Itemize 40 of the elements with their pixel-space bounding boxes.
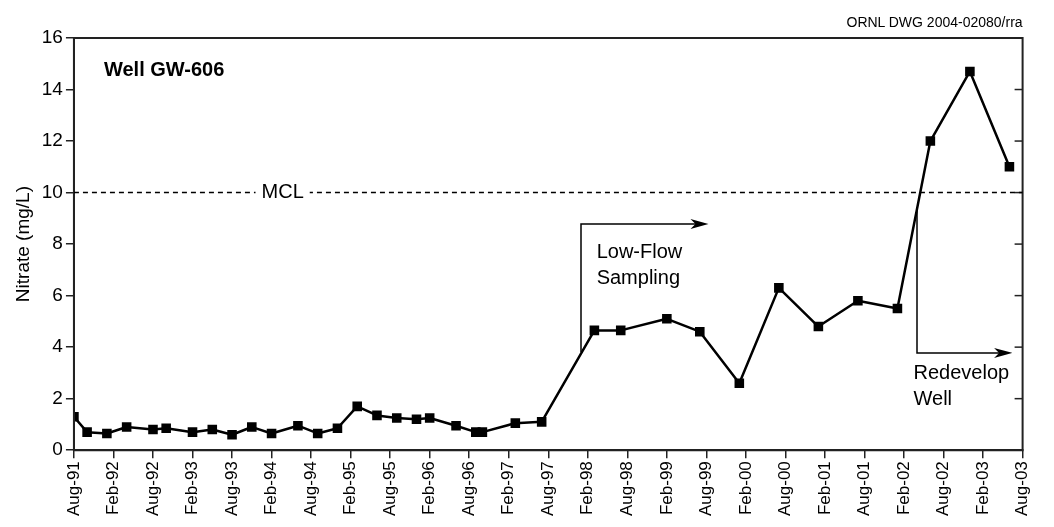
x-tick-label: Feb-98 <box>577 461 597 516</box>
ref-line-label: MCL <box>261 180 304 203</box>
y-tick-label: 6 <box>52 283 63 305</box>
x-tick-label: Aug-97 <box>537 461 557 517</box>
x-tick-label: Aug-03 <box>1012 461 1032 517</box>
x-tick-label: Feb-97 <box>498 461 518 516</box>
annotation: Redevelop Well <box>913 360 1010 412</box>
y-tick-label: 16 <box>41 26 63 48</box>
x-tick-label: Feb-94 <box>261 461 281 516</box>
x-tick-label: Aug-02 <box>933 461 953 517</box>
x-tick-label: Aug-94 <box>300 461 320 517</box>
x-tick-label: Aug-93 <box>221 461 241 517</box>
x-tick-label: Aug-95 <box>379 461 399 517</box>
y-tick-label: 14 <box>41 77 64 99</box>
x-tick-label: Feb-95 <box>340 461 360 516</box>
y-tick-label: 8 <box>52 232 63 254</box>
y-axis-title: Nitrate (mg/L) <box>11 186 33 303</box>
x-tick-label: Feb-02 <box>893 461 913 516</box>
x-tick-label: Aug-91 <box>63 461 83 517</box>
x-tick-label: Feb-03 <box>972 461 992 516</box>
y-tick-label: 0 <box>52 438 63 460</box>
x-tick-label: Feb-01 <box>814 461 834 516</box>
y-tick-label: 4 <box>52 335 64 357</box>
x-tick-label: Aug-98 <box>617 461 637 517</box>
x-tick-label: Feb-00 <box>735 461 755 516</box>
x-tick-label: Aug-01 <box>854 461 874 517</box>
annotation: Low-Flow Sampling <box>596 238 683 290</box>
y-tick-label: 10 <box>41 180 63 202</box>
x-tick-label: Feb-96 <box>419 461 439 516</box>
x-tick-label: Aug-99 <box>696 461 716 517</box>
x-tick-label: Feb-99 <box>656 461 676 516</box>
x-tick-label: Feb-93 <box>182 461 202 516</box>
x-tick-label: Feb-92 <box>103 461 123 516</box>
x-tick-label: Aug-00 <box>775 461 795 517</box>
text: ORNL DWG 2004-02080/rra <box>846 13 1023 30</box>
x-tick-label: Aug-92 <box>142 461 162 517</box>
y-tick-label: 2 <box>52 386 63 408</box>
text: Well GW-606 <box>103 57 225 80</box>
x-tick-label: Aug-96 <box>458 461 478 517</box>
y-tick-label: 12 <box>41 129 63 151</box>
